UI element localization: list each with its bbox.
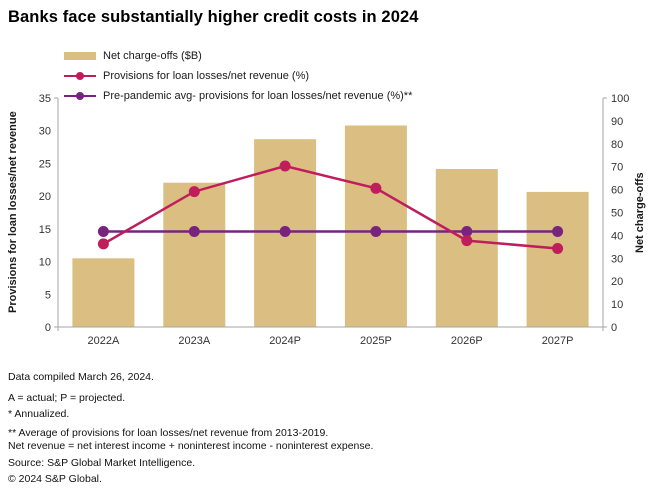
data-point-2027P [552, 226, 564, 237]
line-dot-icon [64, 71, 96, 81]
left-axis-tick-label: 15 [39, 224, 51, 236]
data-point-2025P [370, 182, 382, 194]
footnote-copyright: © 2024 S&P Global. [8, 473, 102, 485]
right-axis-tick-label: 100 [611, 93, 629, 105]
x-axis-label-2022A: 2022A [87, 335, 119, 347]
footnote-actual-projected: A = actual; P = projected. [8, 391, 126, 404]
right-axis-tick-label: 80 [611, 139, 623, 151]
left-axis-tick-label: 25 [39, 158, 51, 170]
data-point-2023A [188, 186, 200, 198]
data-point-2022A [97, 238, 109, 250]
bar-swatch-icon [64, 51, 96, 61]
right-axis-tick-label: 90 [611, 116, 623, 128]
chart-legend: Net charge-offs ($B) Provisions for loan… [64, 46, 412, 106]
footnote-annualized: * Annualized. [8, 408, 70, 420]
right-axis-tick-label: 10 [611, 299, 623, 311]
right-axis-tick-label: 50 [611, 208, 623, 220]
legend-label: Pre-pandemic avg- provisions for loan lo… [103, 90, 413, 102]
x-axis-label-2027P: 2027P [542, 335, 574, 347]
data-point-2026P [461, 226, 473, 237]
left-axis-tick-label: 5 [45, 289, 51, 301]
footnotes: Data compiled March 26, 2024. A = actual… [8, 371, 373, 487]
chart-title: Banks face substantially higher credit c… [8, 8, 419, 26]
x-axis-label-2024P: 2024P [269, 335, 301, 347]
line-dot-icon [64, 91, 96, 101]
x-axis-label-2026P: 2026P [451, 335, 483, 347]
footnote-net-revenue-def: Net revenue = net interest income + noni… [8, 440, 374, 452]
left-axis-tick-label: 30 [39, 126, 51, 138]
legend-item-prepandemic: Pre-pandemic avg- provisions for loan lo… [64, 86, 412, 106]
legend-item-net-charge-offs: Net charge-offs ($B) [64, 46, 412, 66]
right-axis-tick-label: 0 [611, 322, 617, 334]
legend-label: Net charge-offs ($B) [103, 50, 202, 62]
data-point-2023A [188, 226, 200, 237]
left-axis-tick-label: 20 [39, 191, 51, 203]
right-axis-tick-label: 70 [611, 162, 623, 174]
left-axis-tick-label: 35 [39, 93, 51, 105]
footnote-source: Source: S&P Global Market Intelligence. [8, 456, 196, 469]
footnote-compiled-date: Data compiled March 26, 2024. [8, 371, 154, 383]
bar-2022A [72, 258, 135, 327]
bar-2027P [526, 191, 589, 327]
legend-label: Provisions for loan losses/net revenue (… [103, 70, 310, 82]
right-axis-tick-label: 20 [611, 276, 623, 288]
data-point-2025P [370, 226, 382, 237]
x-axis-label-2025P: 2025P [360, 335, 392, 347]
legend-item-provisions: Provisions for loan losses/net revenue (… [64, 66, 412, 86]
footnote-prepandemic-avg: ** Average of provisions for loan losses… [8, 426, 329, 439]
data-point-2022A [97, 226, 109, 237]
data-point-2024P [279, 226, 291, 237]
right-axis-tick-label: 60 [611, 185, 623, 197]
right-axis-tick-label: 40 [611, 230, 623, 242]
bar-2023A [163, 182, 226, 327]
bar-2026P [435, 169, 498, 327]
right-axis-tick-label: 30 [611, 253, 623, 265]
data-point-2027P [552, 243, 564, 254]
data-point-2026P [461, 235, 473, 247]
x-axis-label-2023A: 2023A [178, 335, 210, 347]
line-series [102, 164, 558, 250]
left-axis-tick-label: 0 [45, 322, 51, 334]
data-point-2024P [279, 160, 291, 172]
left-axis-tick-label: 10 [39, 257, 51, 269]
